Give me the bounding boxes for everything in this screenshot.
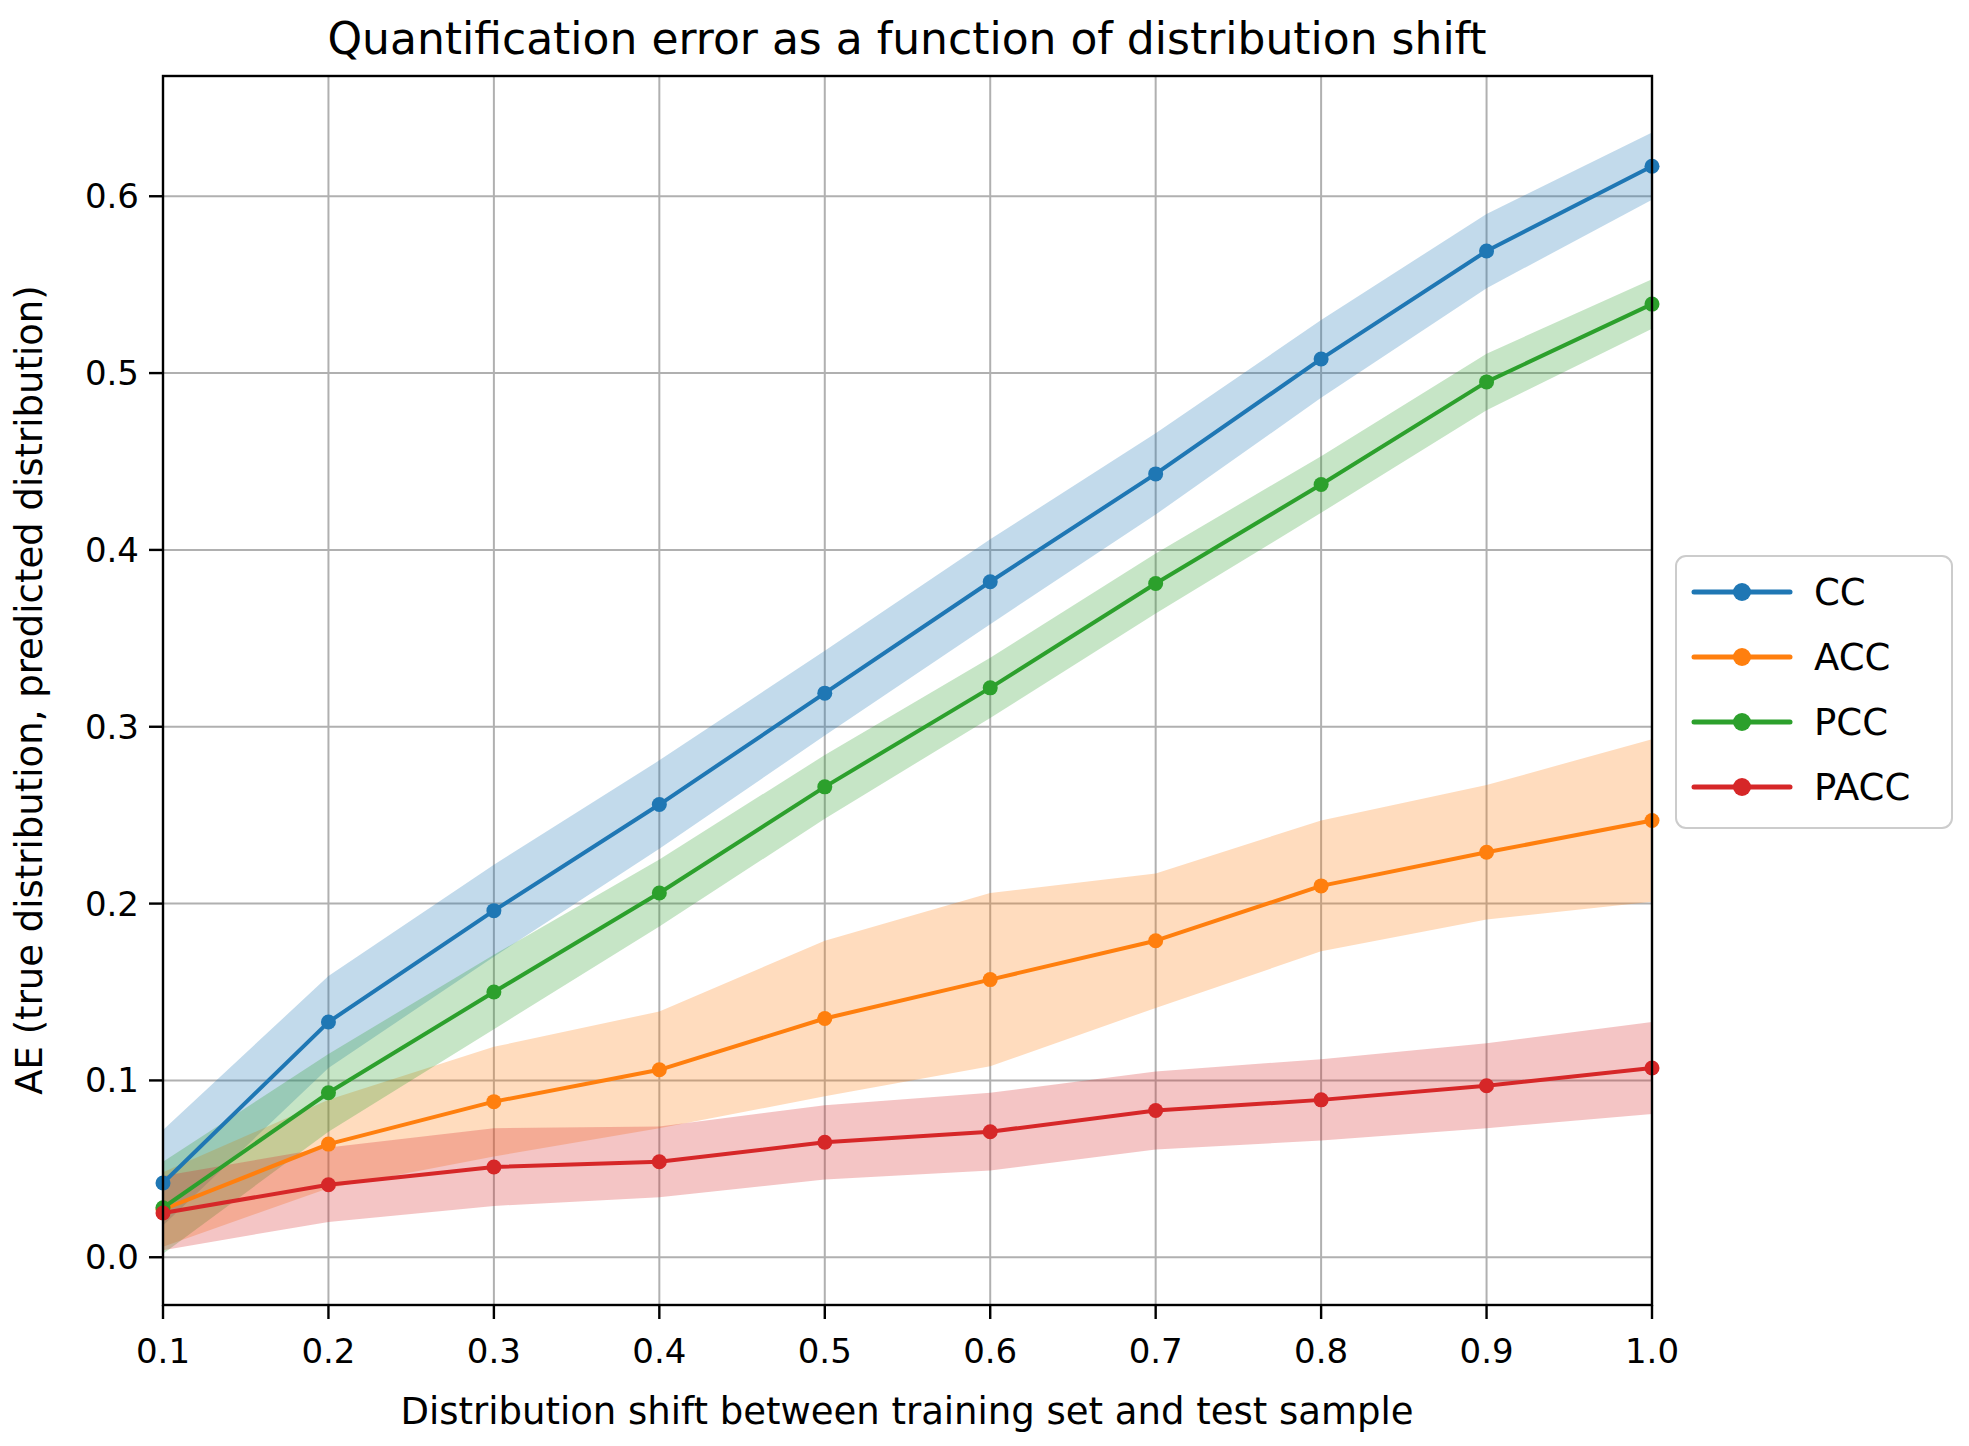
data-point-acc — [1148, 933, 1163, 948]
y-tick-label: 0.3 — [85, 707, 139, 747]
y-tick-label: 0.1 — [85, 1060, 139, 1100]
x-tick-label: 0.4 — [632, 1331, 686, 1371]
y-tick-label: 0.2 — [85, 884, 139, 924]
y-axis-label: AE (true distribution, predicted distrib… — [8, 285, 51, 1095]
legend-marker — [1733, 778, 1751, 796]
data-point-pacc — [1148, 1103, 1163, 1118]
data-point-acc — [817, 1011, 832, 1026]
x-tick-label: 0.1 — [136, 1331, 190, 1371]
x-tick-label: 0.6 — [963, 1331, 1017, 1371]
legend-marker — [1733, 583, 1751, 601]
y-tick-label: 0.6 — [85, 176, 139, 216]
y-tick-label: 0.0 — [85, 1237, 139, 1277]
legend-label: PCC — [1814, 701, 1888, 744]
data-point-pacc — [983, 1124, 998, 1139]
legend-label: ACC — [1814, 636, 1890, 679]
data-point-pcc — [1148, 576, 1163, 591]
data-point-cc — [1479, 244, 1494, 259]
data-point-acc — [486, 1094, 501, 1109]
data-point-pcc — [652, 885, 667, 900]
x-tick-label: 0.9 — [1460, 1331, 1514, 1371]
x-tick-label: 0.2 — [301, 1331, 355, 1371]
data-point-acc — [321, 1137, 336, 1152]
legend-marker — [1733, 648, 1751, 666]
data-point-pacc — [486, 1160, 501, 1175]
legend: CC ACC PCC PACC — [1676, 556, 1952, 828]
data-point-cc — [486, 903, 501, 918]
figure: Quantification error as a function of di… — [0, 0, 1969, 1446]
legend-marker — [1733, 713, 1751, 731]
x-tick-label: 0.7 — [1129, 1331, 1183, 1371]
data-point-cc — [817, 686, 832, 701]
data-point-pcc — [817, 779, 832, 794]
chart-title: Quantification error as a function of di… — [327, 13, 1486, 64]
confidence-band-layer — [163, 133, 1652, 1254]
data-point-pcc — [1314, 477, 1329, 492]
data-point-acc — [1314, 878, 1329, 893]
x-tick-label: 1.0 — [1625, 1331, 1679, 1371]
data-point-pcc — [983, 680, 998, 695]
legend-label: CC — [1814, 571, 1866, 614]
data-point-cc — [321, 1015, 336, 1030]
data-point-pacc — [1314, 1092, 1329, 1107]
x-tick-label: 0.8 — [1294, 1331, 1348, 1371]
data-point-acc — [652, 1062, 667, 1077]
data-point-cc — [652, 797, 667, 812]
quantification-error-chart: Quantification error as a function of di… — [0, 0, 1969, 1446]
data-point-acc — [1479, 845, 1494, 860]
data-point-pacc — [321, 1177, 336, 1192]
data-point-pcc — [321, 1085, 336, 1100]
data-point-cc — [983, 574, 998, 589]
data-point-pacc — [817, 1135, 832, 1150]
data-point-acc — [983, 972, 998, 987]
data-point-pcc — [486, 985, 501, 1000]
legend-label: PACC — [1814, 766, 1910, 809]
x-axis-label: Distribution shift between training set … — [400, 1390, 1413, 1433]
data-point-cc — [1314, 351, 1329, 366]
data-point-pacc — [652, 1154, 667, 1169]
data-point-pcc — [1479, 374, 1494, 389]
x-tick-label: 0.5 — [798, 1331, 852, 1371]
data-point-cc — [1148, 466, 1163, 481]
y-tick-label: 0.4 — [85, 530, 139, 570]
data-point-pacc — [1479, 1078, 1494, 1093]
x-tick-label: 0.3 — [467, 1331, 521, 1371]
y-tick-label: 0.5 — [85, 353, 139, 393]
